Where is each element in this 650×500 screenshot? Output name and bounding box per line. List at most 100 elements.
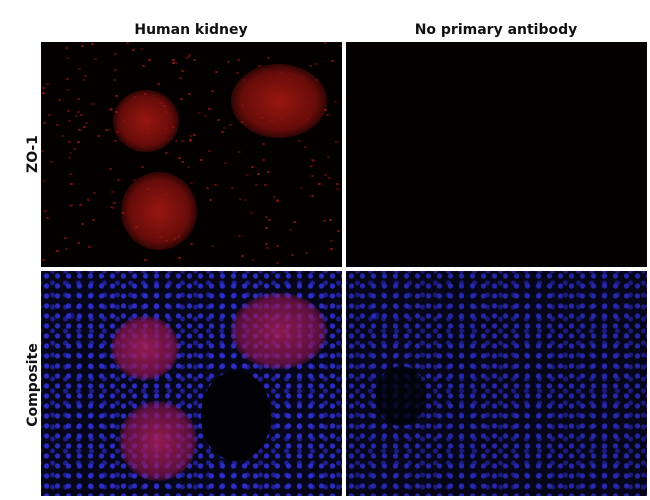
stain-speck	[156, 82, 160, 85]
stain-speck	[91, 218, 95, 221]
stain-speck	[208, 198, 212, 201]
stain-speck	[77, 128, 81, 131]
stain-speck	[250, 166, 254, 169]
stain-speck	[57, 99, 61, 101]
stain-speck	[261, 116, 265, 119]
stain-speck	[176, 235, 180, 238]
stain-speck	[87, 198, 91, 201]
stain-speck	[265, 243, 269, 246]
stain-speck	[193, 59, 197, 62]
stain-speck	[314, 63, 318, 66]
image-composite-human-kidney	[41, 271, 342, 496]
stain-speck	[43, 209, 47, 212]
stain-speck	[245, 174, 249, 177]
stain-speck	[112, 202, 116, 205]
stain-speck	[146, 188, 150, 191]
stain-speck	[242, 79, 246, 82]
stain-speck	[90, 103, 94, 106]
stain-speck	[318, 183, 322, 186]
stain-speck	[257, 113, 260, 116]
stain-speck	[228, 124, 232, 127]
image-composite-no-primary	[346, 271, 647, 496]
stain-speck	[125, 42, 129, 44]
stain-speck	[215, 71, 219, 74]
stain-speck	[241, 121, 245, 124]
stain-speck	[56, 123, 60, 126]
image-zo1-human-kidney	[41, 42, 342, 267]
stain-speck	[334, 140, 338, 143]
stain-speck	[190, 182, 194, 185]
stain-speck	[198, 111, 202, 114]
stain-speck	[199, 159, 203, 162]
stain-speck	[93, 57, 97, 60]
stain-speck	[68, 151, 72, 154]
stain-speck	[141, 165, 144, 168]
stain-speck	[213, 184, 217, 187]
stain-speck	[305, 252, 309, 255]
stain-speck	[263, 184, 267, 187]
stain-speck	[188, 135, 192, 138]
stain-speck	[93, 191, 97, 194]
stain-speck	[45, 216, 49, 219]
stain-speck	[115, 131, 119, 134]
stain-speck	[288, 79, 292, 82]
stain-speck	[237, 151, 241, 154]
stain-speck	[262, 159, 266, 162]
stain-speck	[273, 195, 277, 198]
stain-speck	[180, 139, 184, 142]
stain-speck	[80, 223, 84, 226]
stain-speck	[64, 237, 68, 240]
stain-speck	[41, 87, 45, 90]
stain-speck	[114, 95, 118, 98]
stain-speck	[115, 111, 119, 114]
stain-speck	[65, 57, 69, 60]
stain-speck	[69, 183, 73, 186]
stain-speck	[113, 140, 117, 143]
stain-speck	[266, 56, 270, 59]
stain-speck	[224, 161, 228, 164]
glomerulus	[121, 172, 197, 250]
stain-speck	[261, 143, 265, 146]
stain-speck	[164, 152, 168, 155]
stain-speck	[109, 108, 113, 111]
stain-speck	[90, 42, 94, 45]
stain-speck	[178, 156, 182, 159]
stain-speck	[123, 120, 127, 123]
stain-speck	[42, 179, 46, 182]
stain-speck	[329, 240, 333, 243]
stain-speck	[165, 240, 169, 243]
stain-speck	[337, 230, 341, 233]
stain-speck	[111, 191, 115, 194]
stain-speck	[67, 120, 71, 123]
stain-speck	[73, 148, 77, 151]
stain-speck	[181, 160, 185, 163]
stain-speck	[131, 48, 135, 51]
stain-speck	[66, 88, 70, 91]
column-header-human-kidney: Human kidney	[134, 22, 248, 38]
stain-speck	[67, 157, 71, 160]
stain-speck	[110, 206, 114, 209]
stain-speck	[275, 245, 279, 248]
stain-speck	[288, 229, 292, 232]
stain-speck	[41, 150, 45, 153]
stain-speck	[117, 178, 121, 181]
stain-speck	[315, 79, 319, 82]
stain-speck	[187, 93, 191, 96]
stain-speck	[184, 56, 188, 59]
stain-speck	[43, 121, 47, 124]
stain-speck	[80, 44, 84, 47]
stain-speck	[210, 89, 214, 92]
stain-speck	[164, 127, 168, 130]
stain-speck	[226, 61, 230, 64]
stain-speck	[78, 203, 82, 206]
image-zo1-no-primary	[346, 42, 647, 267]
stain-speck	[230, 187, 234, 190]
stain-speck	[55, 250, 59, 253]
stain-speck	[143, 93, 147, 96]
stain-speck	[76, 110, 80, 113]
stain-speck	[244, 199, 248, 201]
stain-speck	[83, 74, 87, 77]
stain-speck	[159, 102, 163, 105]
stain-speck	[49, 161, 53, 164]
stain-speck	[327, 177, 331, 180]
